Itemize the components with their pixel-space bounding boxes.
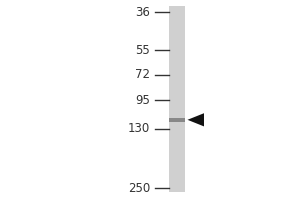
Bar: [169, 6, 184, 192]
Text: 72: 72: [135, 68, 150, 81]
Text: 250: 250: [128, 182, 150, 194]
Text: 36: 36: [135, 5, 150, 19]
Text: 95: 95: [135, 94, 150, 107]
Text: 55: 55: [135, 44, 150, 57]
Bar: [169, 118, 184, 122]
Polygon shape: [188, 113, 204, 126]
Text: 130: 130: [128, 122, 150, 135]
